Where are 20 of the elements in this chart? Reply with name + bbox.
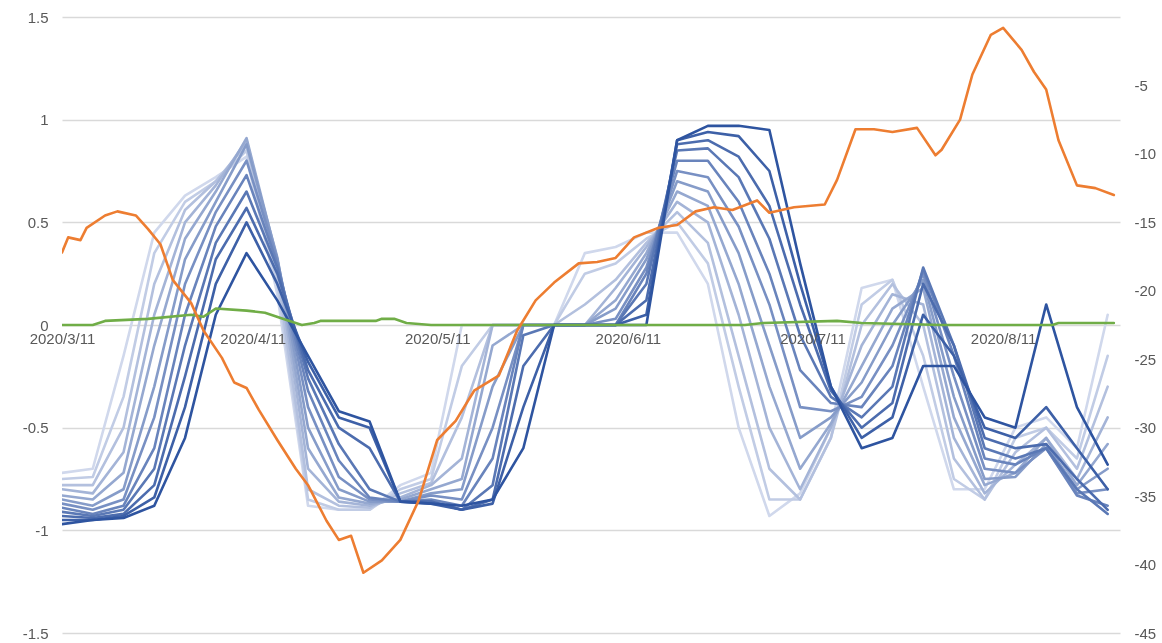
x-tick-label: 2020/6/11 <box>595 329 662 347</box>
y-tick-label: 0 <box>40 316 49 334</box>
y-tick-label: -0.5 <box>22 419 49 437</box>
x-tick-label: 2020/4/11 <box>220 329 286 347</box>
y-tick-label: 0.5 <box>27 213 49 231</box>
y2-tick-label: -5 <box>1134 76 1148 94</box>
x-tick-label: 2020/8/11 <box>970 329 1037 347</box>
y-tick-label: -1 <box>35 521 49 539</box>
y2-tick-label: -30 <box>1134 419 1157 437</box>
y2-tick-label: -10 <box>1134 145 1157 163</box>
y2-tick-label: -15 <box>1134 213 1157 231</box>
x-tick-label: 2020/5/11 <box>404 329 471 347</box>
y2-tick-label: -20 <box>1134 282 1157 300</box>
y-tick-label: 1 <box>40 111 49 129</box>
y-tick-label: 1.5 <box>27 8 49 26</box>
y-tick-label: -1.5 <box>22 624 49 642</box>
y2-tick-label: -25 <box>1134 350 1157 368</box>
y2-tick-label: -40 <box>1134 556 1157 574</box>
y2-tick-label: -45 <box>1134 624 1157 642</box>
y2-tick-label: -35 <box>1134 487 1157 505</box>
